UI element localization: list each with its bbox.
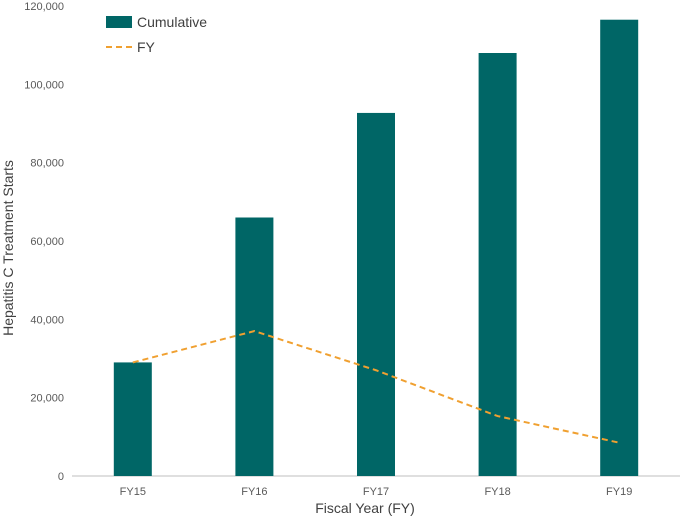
x-tick-label: FY18: [484, 486, 510, 498]
y-tick-label: 60,000: [30, 236, 64, 248]
bar-fy19: [600, 19, 639, 476]
legend-label-cumulative: Cumulative: [137, 14, 207, 30]
y-axis-title: Hepatitis C Treatment Starts: [0, 160, 16, 336]
legend: Cumulative FY: [106, 14, 207, 55]
x-tick-label: FY17: [363, 486, 389, 498]
y-tick-label: 80,000: [30, 158, 64, 170]
bar-series-cumulative: [113, 19, 639, 477]
x-tick-label: FY15: [120, 486, 146, 498]
y-tick-label: 20,000: [30, 393, 64, 405]
bar-fy17: [357, 112, 395, 477]
x-tick-label: FY19: [606, 486, 632, 498]
x-tick-label: FY16: [241, 486, 267, 498]
line-series-fy: [132, 330, 620, 444]
y-tick-label: 100,000: [24, 79, 64, 91]
y-axis-ticks: 0 20,000 40,000 60,000 80,000 100,000 120,000: [24, 1, 64, 483]
y-tick-label: 40,000: [30, 314, 64, 326]
x-axis-title: Fiscal Year (FY): [315, 500, 415, 516]
legend-swatch-cumulative: [106, 16, 132, 28]
legend-label-fy: FY: [137, 39, 156, 55]
y-tick-label: 0: [58, 471, 64, 483]
bar-fy18: [478, 53, 517, 476]
y-tick-label: 120,000: [24, 1, 64, 13]
bar-fy15: [113, 362, 152, 476]
x-axis-ticks: FY15 FY16 FY17 FY18 FY19: [120, 486, 633, 498]
bar-fy16: [235, 217, 274, 476]
